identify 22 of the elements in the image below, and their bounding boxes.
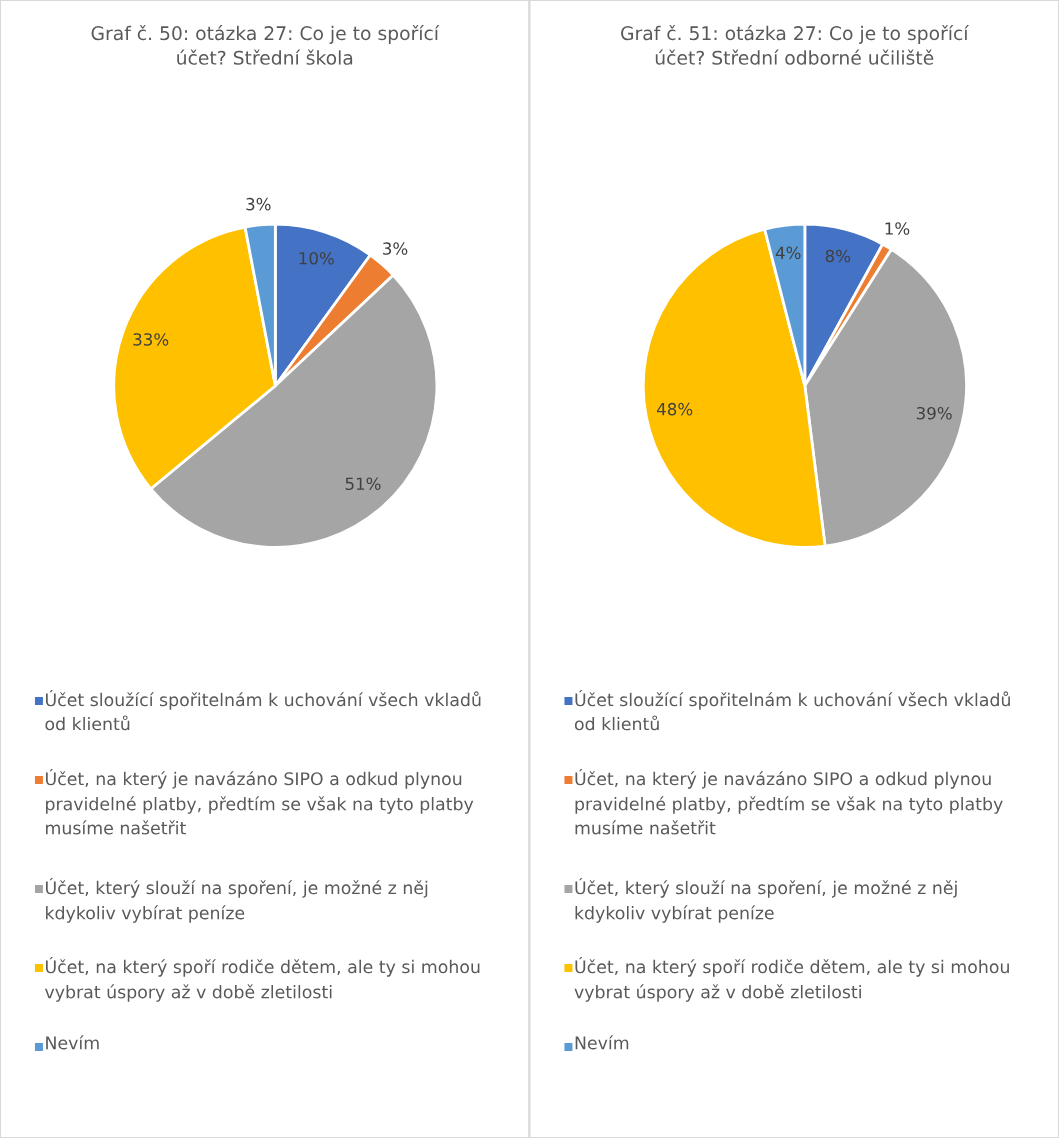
legend-label: Účet, který slouží na spoření, je možné z něj kdykoliv vybírat peníze [575,878,957,923]
legend-label: Účet, na který je navázáno SIPO a odkud plynou pravidelné platby, předtím se však na tyto platby musíme našetřit [45,769,474,835]
data-label: 48% [656,402,693,416]
data-label: 10% [299,251,334,265]
legend-label: Účet sloužící spořitelnám k uchování všech vkladů od klientů [45,690,481,731]
chart-title: Graf č. 50: otázka 27: Co je to spořící účet? Střední škola [91,25,440,65]
data-label: 3% [383,242,408,255]
legend-label: Nevím [575,1035,629,1050]
legend-label: Účet, na který je navázáno SIPO a odkud plynou pravidelné platby, předtím se však na tyto platby musíme našetřit [575,769,1003,835]
legend-label: Nevím [46,1035,99,1050]
chart-title: Graf č. 51: otázka 27: Co je to spořící účet? Střední odborné učiliště [621,25,969,65]
data-label: 1% [885,222,910,235]
data-label: 33% [133,333,169,346]
data-label: 8% [825,249,851,263]
data-label: 4% [775,246,801,260]
legend-label: Účet sloužící spořitelnám k uchování všech vkladů od klientů [574,690,1010,731]
data-label: 39% [916,406,952,420]
legend-label: Účet, na který spoří rodiče dětem, ale ty si mohou vybrat úspory až v době zletilosti [574,957,1009,1002]
legend-label: Účet, který slouží na spoření, je možné z něj kdykoliv vybírat peníze [45,878,428,923]
data-label: 51% [345,477,381,491]
data-label: 3% [246,197,271,211]
legend-label: Účet, na který spoří rodiče dětem, ale ty si mohou vybrat úspory až v době zletilosti [44,957,480,1002]
